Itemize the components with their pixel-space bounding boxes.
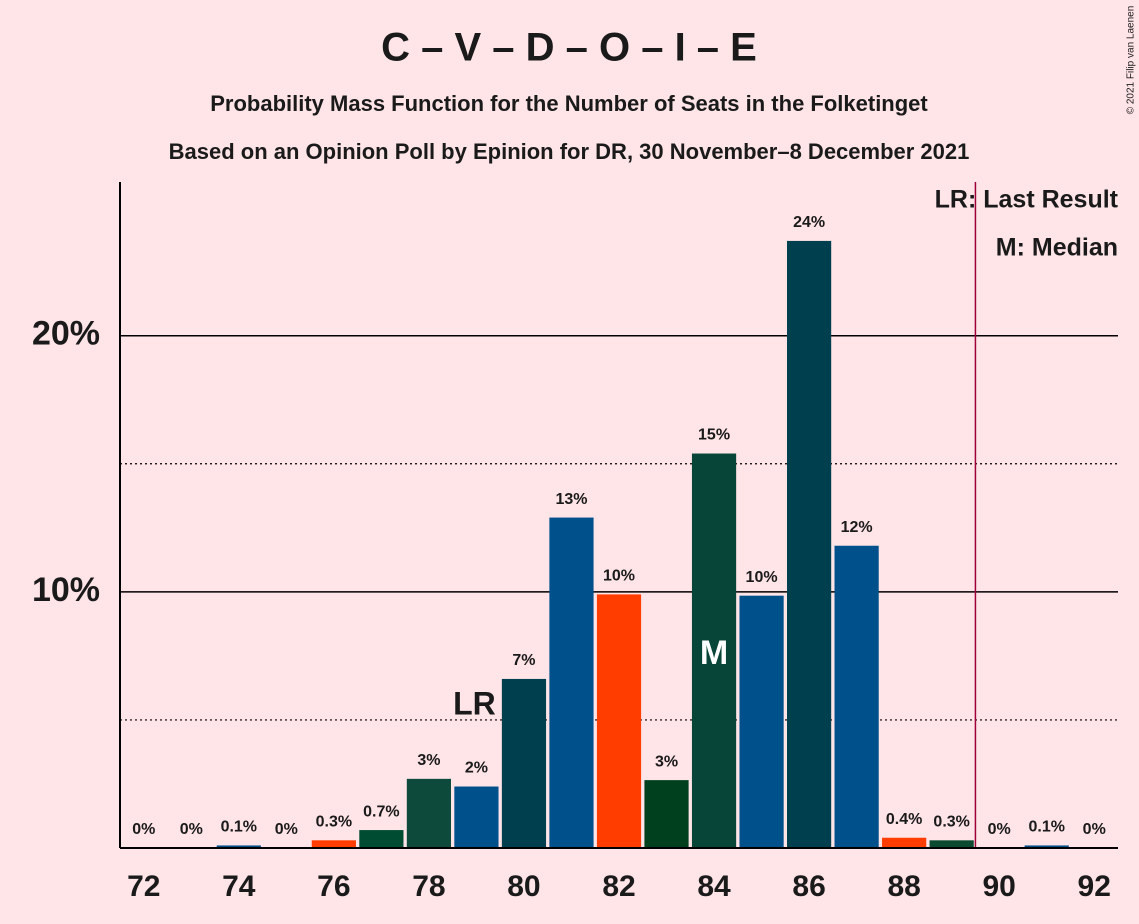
y-tick-label: 10% [32, 571, 100, 609]
legend-entry: M: Median [996, 234, 1118, 262]
value-label: 0% [1083, 821, 1106, 838]
x-tick-label: 82 [602, 870, 635, 903]
bar [644, 780, 689, 848]
value-label: 0.4% [886, 811, 922, 828]
y-tick-label: 20% [32, 315, 100, 353]
value-label: 0.1% [221, 819, 257, 836]
value-label: 0% [275, 821, 298, 838]
legend-entry: LR: Last Result [935, 186, 1119, 214]
median-annotation: M [700, 634, 728, 672]
subtitle: Based on an Opinion Poll by Epinion for … [169, 139, 970, 164]
bar [1024, 845, 1069, 848]
copyright: © 2021 Filip van Laenen [1126, 6, 1137, 115]
bar [882, 837, 927, 848]
x-tick-label: 74 [222, 870, 256, 903]
bar [311, 840, 356, 848]
value-label: 10% [746, 569, 778, 586]
bar [739, 595, 784, 848]
x-tick-label: 86 [792, 870, 825, 903]
value-label: 0.1% [1028, 819, 1064, 836]
value-label: 13% [555, 491, 587, 508]
x-tick-label: 72 [127, 870, 160, 903]
x-tick-label: 88 [887, 870, 920, 903]
bar [549, 517, 594, 848]
bar [834, 545, 879, 848]
x-tick-label: 84 [697, 870, 731, 903]
value-label: 0% [180, 821, 203, 838]
value-label: 0.3% [316, 814, 352, 831]
bar [596, 594, 642, 848]
value-label: 0% [132, 821, 155, 838]
bar [501, 678, 547, 848]
x-tick-label: 76 [317, 870, 350, 903]
value-label: 3% [417, 752, 440, 769]
x-tick-label: 90 [983, 870, 1016, 903]
bar [454, 786, 499, 848]
chart-title: C – V – D – O – I – E [381, 26, 757, 70]
bar [216, 845, 261, 848]
value-label: 15% [698, 427, 730, 444]
value-label: 10% [603, 568, 635, 585]
bar [359, 830, 404, 848]
value-label: 0% [988, 821, 1011, 838]
value-label: 2% [465, 760, 488, 777]
bar [406, 778, 452, 848]
bar [786, 240, 832, 848]
lr-annotation: LR [453, 685, 496, 721]
value-label: 3% [655, 753, 678, 770]
value-label: 0.7% [363, 803, 399, 820]
x-tick-label: 92 [1078, 870, 1111, 903]
x-tick-label: 80 [507, 870, 540, 903]
value-label: 12% [841, 519, 873, 536]
bar [691, 453, 737, 848]
value-label: 24% [793, 214, 825, 231]
x-tick-label: 78 [412, 870, 445, 903]
value-label: 0.3% [933, 814, 969, 831]
subtitle: Probability Mass Function for the Number… [210, 91, 928, 116]
bar [929, 840, 974, 848]
value-label: 7% [512, 652, 535, 669]
